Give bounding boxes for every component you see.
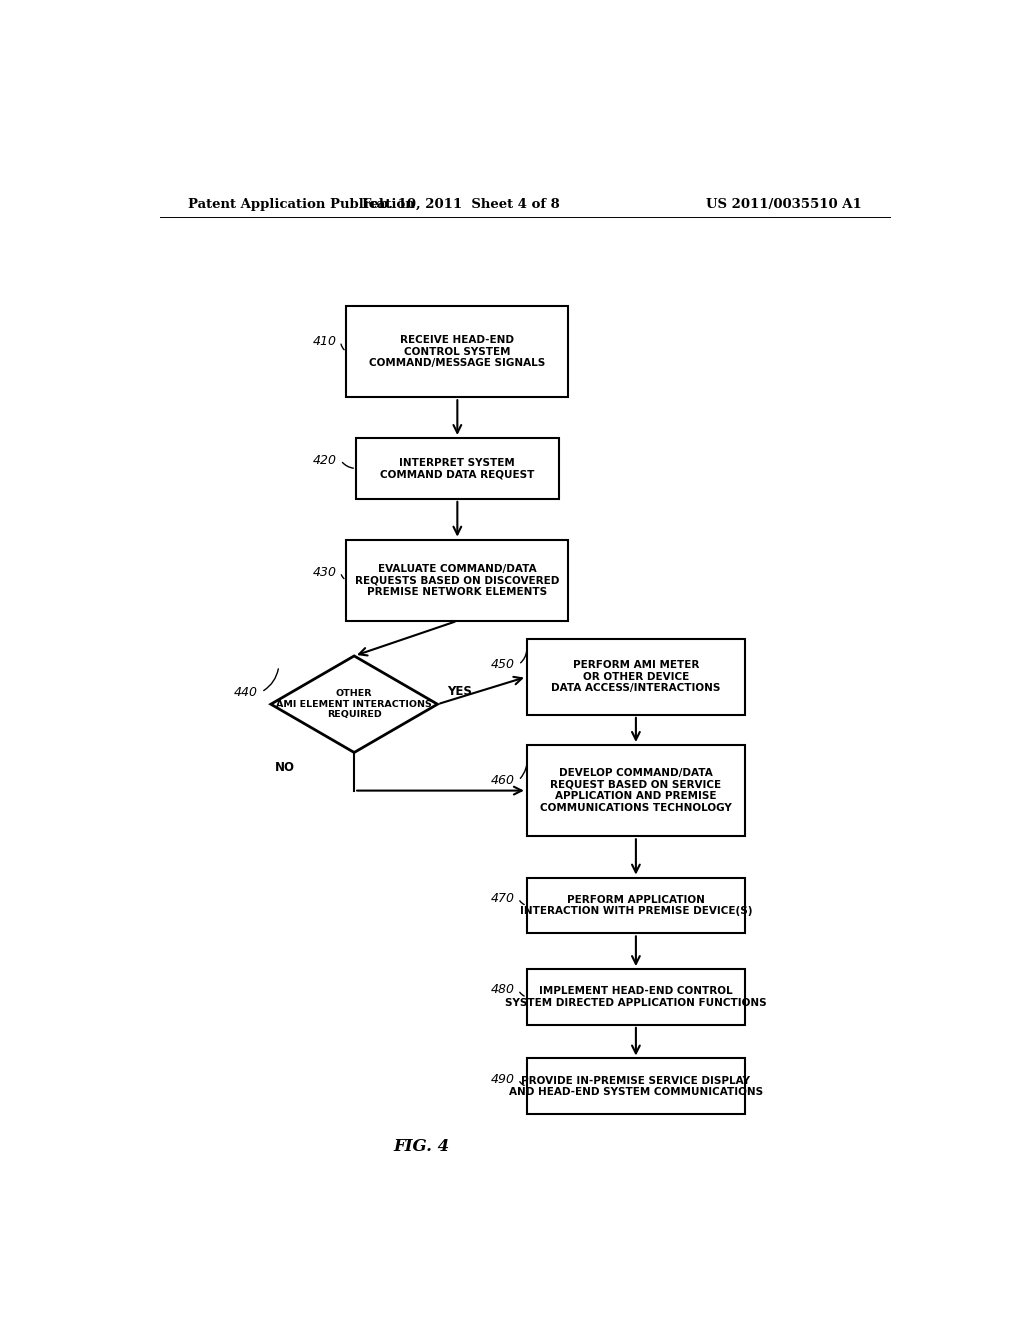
Text: RECEIVE HEAD-END
CONTROL SYSTEM
COMMAND/MESSAGE SIGNALS: RECEIVE HEAD-END CONTROL SYSTEM COMMAND/… bbox=[370, 335, 546, 368]
Text: 480: 480 bbox=[490, 983, 514, 997]
Text: 460: 460 bbox=[490, 774, 514, 787]
FancyBboxPatch shape bbox=[346, 540, 568, 620]
Text: PERFORM APPLICATION
INTERACTION WITH PREMISE DEVICE(S): PERFORM APPLICATION INTERACTION WITH PRE… bbox=[519, 895, 753, 916]
Text: PERFORM AMI METER
OR OTHER DEVICE
DATA ACCESS/INTERACTIONS: PERFORM AMI METER OR OTHER DEVICE DATA A… bbox=[551, 660, 721, 693]
Text: EVALUATE COMMAND/DATA
REQUESTS BASED ON DISCOVERED
PREMISE NETWORK ELEMENTS: EVALUATE COMMAND/DATA REQUESTS BASED ON … bbox=[355, 564, 559, 597]
Text: DEVELOP COMMAND/DATA
REQUEST BASED ON SERVICE
APPLICATION AND PREMISE
COMMUNICAT: DEVELOP COMMAND/DATA REQUEST BASED ON SE… bbox=[540, 768, 732, 813]
Text: 420: 420 bbox=[312, 454, 337, 467]
Polygon shape bbox=[270, 656, 437, 752]
Text: Feb. 10, 2011  Sheet 4 of 8: Feb. 10, 2011 Sheet 4 of 8 bbox=[362, 198, 560, 211]
Text: 410: 410 bbox=[312, 335, 337, 348]
Text: NO: NO bbox=[274, 760, 295, 774]
Text: US 2011/0035510 A1: US 2011/0035510 A1 bbox=[707, 198, 862, 211]
FancyBboxPatch shape bbox=[526, 744, 745, 837]
Text: Patent Application Publication: Patent Application Publication bbox=[187, 198, 415, 211]
FancyBboxPatch shape bbox=[526, 878, 745, 933]
FancyBboxPatch shape bbox=[526, 1059, 745, 1114]
Text: FIG. 4: FIG. 4 bbox=[393, 1138, 450, 1155]
Text: 430: 430 bbox=[312, 565, 337, 578]
Text: OTHER
AMI ELEMENT INTERACTIONS
REQUIRED: OTHER AMI ELEMENT INTERACTIONS REQUIRED bbox=[276, 689, 432, 719]
Text: IMPLEMENT HEAD-END CONTROL
SYSTEM DIRECTED APPLICATION FUNCTIONS: IMPLEMENT HEAD-END CONTROL SYSTEM DIRECT… bbox=[505, 986, 767, 1007]
Text: 470: 470 bbox=[490, 892, 514, 904]
Text: YES: YES bbox=[447, 685, 472, 698]
FancyBboxPatch shape bbox=[526, 639, 745, 715]
Text: 490: 490 bbox=[490, 1073, 514, 1086]
Text: PROVIDE IN-PREMISE SERVICE DISPLAY
AND HEAD-END SYSTEM COMMUNICATIONS: PROVIDE IN-PREMISE SERVICE DISPLAY AND H… bbox=[509, 1076, 763, 1097]
Text: INTERPRET SYSTEM
COMMAND DATA REQUEST: INTERPRET SYSTEM COMMAND DATA REQUEST bbox=[380, 458, 535, 479]
Text: 450: 450 bbox=[490, 659, 514, 671]
FancyBboxPatch shape bbox=[526, 969, 745, 1024]
FancyBboxPatch shape bbox=[346, 306, 568, 397]
Text: 440: 440 bbox=[233, 685, 257, 698]
FancyBboxPatch shape bbox=[356, 438, 558, 499]
